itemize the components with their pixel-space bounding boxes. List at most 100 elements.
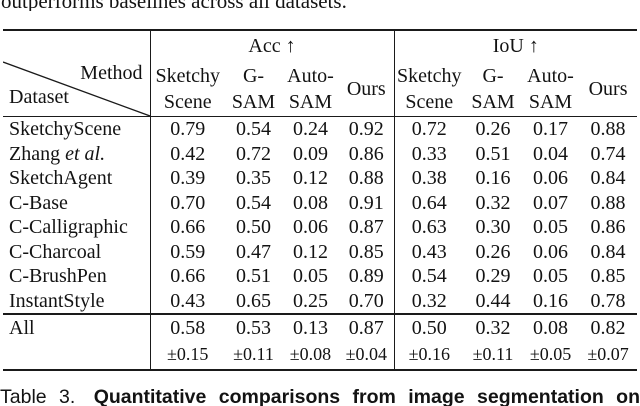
caption-prefix: Table 3.	[0, 386, 76, 406]
acc-value-cell: 0.12	[293, 240, 328, 263]
iou-value-cell: 0.64	[411, 191, 447, 214]
iou-value-cell: 0.04	[533, 142, 569, 165]
caption-text: Quantitative comparisons from image segm…	[93, 386, 640, 406]
iou-value-cell: 0.16	[533, 289, 569, 312]
iou-value-cell: 0.51	[475, 142, 511, 165]
iou-ours-cell: 0.78	[590, 289, 626, 312]
acc-value-cell: 0.66	[170, 216, 206, 238]
iou-value-cell: 0.26	[475, 240, 511, 263]
col-header-iou-gsam: G- SAM	[471, 65, 515, 113]
acc-all-cell: 0.53 ±0.11	[233, 317, 274, 364]
acc-value-cell: 0.72	[236, 142, 271, 165]
acc-value-cell: 0.05	[293, 265, 328, 287]
group-header-iou: IoU ↑	[492, 35, 539, 57]
iou-value-cell: 0.05	[533, 216, 569, 238]
acc-value-cell: 0.79	[170, 118, 206, 140]
acc-value-cell: 0.47	[236, 240, 271, 263]
iou-value-cell: 0.32	[411, 289, 447, 312]
acc-all-cell: 0.58 ±0.15	[167, 317, 209, 364]
iou-value-cell: 0.44	[475, 289, 511, 312]
table-row: C-Charcoal 0.59 0.47 0.12 0.85 0.43 0.26…	[3, 239, 637, 264]
acc-all-ours-cell: 0.87 ±0.04	[339, 314, 395, 370]
col-header-acc-autosam: Auto- SAM	[287, 65, 334, 113]
col-header-iou-autosam: Auto- SAM	[527, 65, 574, 113]
group-header-acc: Acc ↑	[150, 30, 395, 62]
table-row: C-Calligraphic 0.66 0.50 0.06 0.87 0.63 …	[3, 215, 637, 240]
iou-value-cell: 0.06	[533, 167, 569, 189]
acc-value-cell: 0.43	[170, 289, 206, 312]
corner-method-label: Method	[80, 62, 143, 84]
iou-ours-cell: 0.86	[590, 216, 626, 238]
row-label-all: All	[3, 314, 151, 370]
acc-all-cell: 0.13 ±0.08	[289, 317, 332, 364]
col-header-acc-ours: Ours	[339, 62, 395, 117]
acc-value-cell: 0.39	[170, 167, 206, 189]
row-label: InstantStyle	[3, 288, 151, 314]
table-row: InstantStyle 0.43 0.65 0.25 0.70 0.32 0.…	[3, 288, 637, 314]
iou-ours-cell: 0.85	[590, 265, 626, 287]
row-label: C-Charcoal	[3, 239, 151, 264]
iou-value-cell: 0.17	[533, 118, 569, 140]
iou-ours-cell: 0.84	[590, 240, 626, 263]
row-label: C-BrushPen	[3, 264, 151, 289]
acc-value-cell: 0.42	[170, 142, 206, 165]
acc-value-cell: 0.54	[236, 118, 271, 140]
acc-value-cell: 0.06	[293, 216, 328, 238]
diagonal-line	[3, 61, 150, 116]
acc-value-cell: 0.24	[293, 118, 328, 140]
iou-value-cell: 0.32	[475, 191, 511, 214]
results-table: Method Dataset Acc ↑ IoU ↑ Sketchy Scene…	[3, 29, 638, 371]
iou-value-cell: 0.06	[533, 240, 569, 263]
acc-value-cell: 0.54	[236, 191, 271, 214]
acc-value-cell: 0.09	[293, 142, 328, 165]
acc-value-cell: 0.66	[170, 265, 206, 287]
acc-value-cell: 0.08	[293, 191, 328, 214]
col-header-acc-gsam: G- SAM	[231, 65, 276, 113]
iou-value-cell: 0.16	[475, 167, 511, 189]
iou-value-cell: 0.26	[475, 118, 511, 140]
col-header-iou-ours: Ours	[588, 78, 628, 100]
col-header-acc-sketchyscene: Sketchy Scene	[155, 65, 220, 113]
iou-value-cell: 0.54	[411, 265, 447, 287]
corner-diagonal-cell: Method Dataset	[3, 30, 151, 117]
iou-all-cell: 0.50 ±0.16	[408, 317, 450, 364]
acc-value-cell: 0.35	[236, 167, 271, 189]
iou-ours-cell: 0.74	[590, 142, 626, 165]
acc-ours-cell: 0.70	[339, 288, 395, 314]
acc-ours-cell: 0.91	[339, 190, 395, 215]
iou-value-cell: 0.29	[475, 265, 511, 287]
acc-ours-cell: 0.88	[339, 166, 395, 191]
body-text-cutoff: outperforms baselines across all dataset…	[0, 0, 640, 11]
acc-ours-cell: 0.87	[339, 215, 395, 240]
table-row: SketchyScene 0.79 0.54 0.24 0.92 0.72 0.…	[3, 116, 637, 142]
table-row: SketchAgent 0.39 0.35 0.12 0.88 0.38 0.1…	[3, 166, 637, 191]
iou-value-cell: 0.05	[533, 265, 569, 287]
acc-ours-cell: 0.89	[339, 264, 395, 289]
row-label: C-Calligraphic	[3, 215, 151, 240]
iou-all-cell: 0.08 ±0.05	[529, 317, 572, 364]
iou-value-cell: 0.38	[411, 167, 447, 189]
iou-ours-cell: 0.88	[590, 118, 626, 140]
acc-ours-cell: 0.85	[339, 239, 395, 264]
acc-value-cell: 0.25	[293, 289, 328, 312]
table-row: C-BrushPen 0.66 0.51 0.05 0.89 0.54 0.29…	[3, 264, 637, 289]
iou-ours-cell: 0.88	[590, 191, 626, 214]
iou-all-cell: 0.32 ±0.11	[472, 317, 514, 364]
iou-value-cell: 0.72	[411, 118, 447, 140]
corner-dataset-label: Dataset	[9, 86, 69, 108]
row-label: Zhang et al.	[3, 141, 151, 166]
table-row: Zhang et al. 0.42 0.72 0.09 0.86 0.33 0.…	[3, 141, 637, 166]
acc-ours-cell: 0.86	[339, 141, 395, 166]
group-header-row: Method Dataset Acc ↑ IoU ↑	[3, 30, 637, 117]
acc-value-cell: 0.70	[170, 191, 206, 214]
acc-value-cell: 0.51	[236, 265, 271, 287]
table-row-all: All 0.58 ±0.15 0.53 ±0.11 0.13 ±0.08 0.8…	[3, 314, 637, 370]
acc-value-cell: 0.59	[170, 240, 206, 263]
acc-value-cell: 0.12	[293, 167, 328, 189]
iou-value-cell: 0.30	[475, 216, 511, 238]
iou-value-cell: 0.63	[411, 216, 447, 238]
row-label: SketchyScene	[3, 116, 151, 142]
iou-ours-cell: 0.84	[590, 167, 626, 189]
iou-value-cell: 0.33	[411, 142, 447, 165]
